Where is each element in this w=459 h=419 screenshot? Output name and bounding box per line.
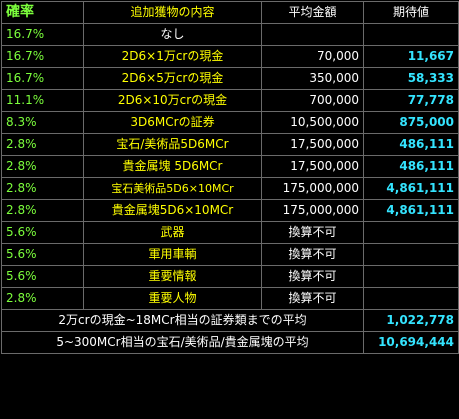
table-row: 16.7% なし — [1, 23, 459, 46]
rate-cell: 11.1% — [1, 89, 84, 112]
expected-cell — [363, 23, 459, 46]
rate-cell: 2.8% — [1, 155, 84, 178]
expected-cell — [363, 265, 459, 288]
rate-cell: 5.6% — [1, 221, 84, 244]
amount-cell: 17,500,000 — [261, 133, 364, 156]
amount-cell: 70,000 — [261, 45, 364, 68]
header-amount: 平均金額 — [261, 1, 364, 24]
header-row: 確率 追加獲物の内容 平均金額 期待値 — [1, 1, 459, 24]
expected-cell — [363, 287, 459, 310]
item-cell: 宝石美術品5D6×10MCr — [83, 177, 262, 200]
amount-cell — [261, 23, 364, 46]
rate-cell: 2.8% — [1, 177, 84, 200]
summary-value: 10,694,444 — [363, 331, 459, 354]
table-row: 2.8% 重要人物 換算不可 — [1, 287, 459, 310]
rate-cell: 2.8% — [1, 199, 84, 222]
item-cell: 2D6×1万crの現金 — [83, 45, 262, 68]
table-row: 16.7% 2D6×5万crの現金 350,000 58,333 — [1, 67, 459, 90]
expected-cell: 875,000 — [363, 111, 459, 134]
amount-cell: 換算不可 — [261, 265, 364, 288]
expected-cell: 4,861,111 — [363, 177, 459, 200]
rate-cell: 16.7% — [1, 67, 84, 90]
summary-row: 5~300MCr相当の宝石/美術品/貴金属塊の平均 10,694,444 — [1, 331, 459, 354]
item-cell: 2D6×10万crの現金 — [83, 89, 262, 112]
summary-label: 2万crの現金~18MCr相当の証券類までの平均 — [1, 309, 364, 332]
summary-value: 1,022,778 — [363, 309, 459, 332]
expected-cell: 4,861,111 — [363, 199, 459, 222]
amount-cell: 換算不可 — [261, 243, 364, 266]
expected-cell: 11,667 — [363, 45, 459, 68]
summary-label: 5~300MCr相当の宝石/美術品/貴金属塊の平均 — [1, 331, 364, 354]
header-expected: 期待値 — [363, 1, 459, 24]
rate-cell: 16.7% — [1, 45, 84, 68]
table-row: 2.8% 貴金属塊5D6×10MCr 175,000,000 4,861,111 — [1, 199, 459, 222]
item-cell: 重要情報 — [83, 265, 262, 288]
table-row: 2.8% 貴金属塊 5D6MCr 17,500,000 486,111 — [1, 155, 459, 178]
expected-cell: 486,111 — [363, 155, 459, 178]
item-cell: 貴金属塊5D6×10MCr — [83, 199, 262, 222]
expected-cell: 77,778 — [363, 89, 459, 112]
table-row: 16.7% 2D6×1万crの現金 70,000 11,667 — [1, 45, 459, 68]
amount-cell: 17,500,000 — [261, 155, 364, 178]
header-item: 追加獲物の内容 — [83, 1, 262, 24]
summary-row: 2万crの現金~18MCr相当の証券類までの平均 1,022,778 — [1, 309, 459, 332]
rate-cell: 2.8% — [1, 133, 84, 156]
rate-cell: 5.6% — [1, 265, 84, 288]
amount-cell: 700,000 — [261, 89, 364, 112]
rate-cell: 8.3% — [1, 111, 84, 134]
expected-value-table: 確率 追加獲物の内容 平均金額 期待値 16.7% なし 16.7% 2D6×1… — [1, 1, 459, 354]
expected-cell: 486,111 — [363, 133, 459, 156]
expected-cell — [363, 243, 459, 266]
table-row: 8.3% 3D6MCrの証券 10,500,000 875,000 — [1, 111, 459, 134]
item-cell: 重要人物 — [83, 287, 262, 310]
item-cell: 宝石/美術品5D6MCr — [83, 133, 262, 156]
table-row: 2.8% 宝石/美術品5D6MCr 17,500,000 486,111 — [1, 133, 459, 156]
item-cell: 2D6×5万crの現金 — [83, 67, 262, 90]
rate-cell: 5.6% — [1, 243, 84, 266]
item-cell: なし — [83, 23, 262, 46]
expected-cell — [363, 221, 459, 244]
amount-cell: 175,000,000 — [261, 199, 364, 222]
rate-cell: 16.7% — [1, 23, 84, 46]
table-row: 5.6% 重要情報 換算不可 — [1, 265, 459, 288]
amount-cell: 換算不可 — [261, 221, 364, 244]
amount-cell: 10,500,000 — [261, 111, 364, 134]
table-row: 5.6% 軍用車輌 換算不可 — [1, 243, 459, 266]
table-row: 2.8% 宝石美術品5D6×10MCr 175,000,000 4,861,11… — [1, 177, 459, 200]
amount-cell: 175,000,000 — [261, 177, 364, 200]
item-cell: 軍用車輌 — [83, 243, 262, 266]
expected-cell: 58,333 — [363, 67, 459, 90]
table-row: 11.1% 2D6×10万crの現金 700,000 77,778 — [1, 89, 459, 112]
item-cell: 3D6MCrの証券 — [83, 111, 262, 134]
header-rate: 確率 — [1, 1, 84, 24]
item-cell: 貴金属塊 5D6MCr — [83, 155, 262, 178]
amount-cell: 換算不可 — [261, 287, 364, 310]
amount-cell: 350,000 — [261, 67, 364, 90]
table-row: 5.6% 武器 換算不可 — [1, 221, 459, 244]
rate-cell: 2.8% — [1, 287, 84, 310]
item-cell: 武器 — [83, 221, 262, 244]
